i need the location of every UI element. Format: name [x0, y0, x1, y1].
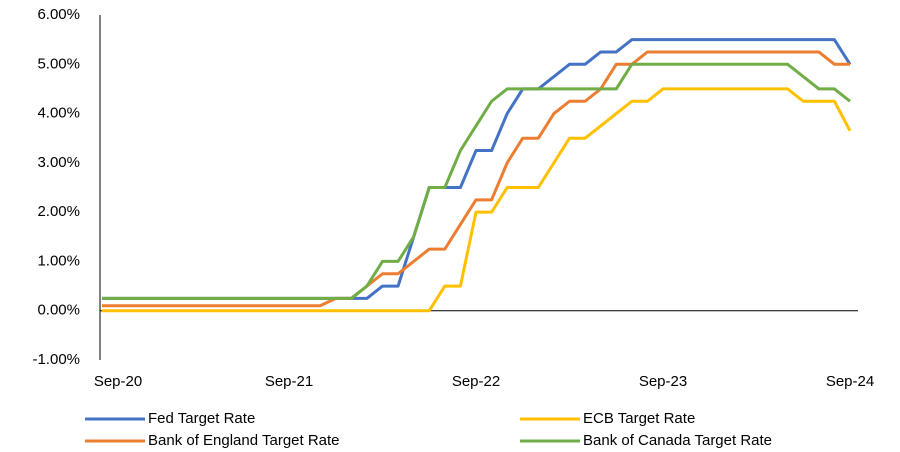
y-tick-label: 2.00%	[37, 203, 80, 220]
x-tick-label: Sep-21	[265, 373, 313, 390]
y-tick-label: 1.00%	[37, 252, 80, 269]
x-tick-label: Sep-20	[94, 373, 142, 390]
y-tick-label: 4.00%	[37, 105, 80, 122]
legend-label: ECB Target Rate	[583, 410, 695, 427]
x-tick-label: Sep-22	[452, 373, 500, 390]
x-tick-label: Sep-24	[826, 373, 874, 390]
legend-label: Bank of Canada Target Rate	[583, 432, 772, 449]
y-tick-label: 6.00%	[37, 6, 80, 23]
legend-label: Fed Target Rate	[148, 410, 255, 427]
legend-label: Bank of England Target Rate	[148, 432, 340, 449]
y-tick-label: -1.00%	[32, 351, 80, 368]
series-line	[102, 87, 852, 313]
x-tick-label: Sep-23	[639, 373, 687, 390]
series-line	[102, 38, 852, 300]
series-line	[102, 62, 851, 300]
y-tick-label: 3.00%	[37, 154, 80, 171]
series-line	[102, 50, 850, 308]
y-tick-label: 0.00%	[37, 302, 80, 319]
y-tick-label: 5.00%	[37, 55, 80, 72]
